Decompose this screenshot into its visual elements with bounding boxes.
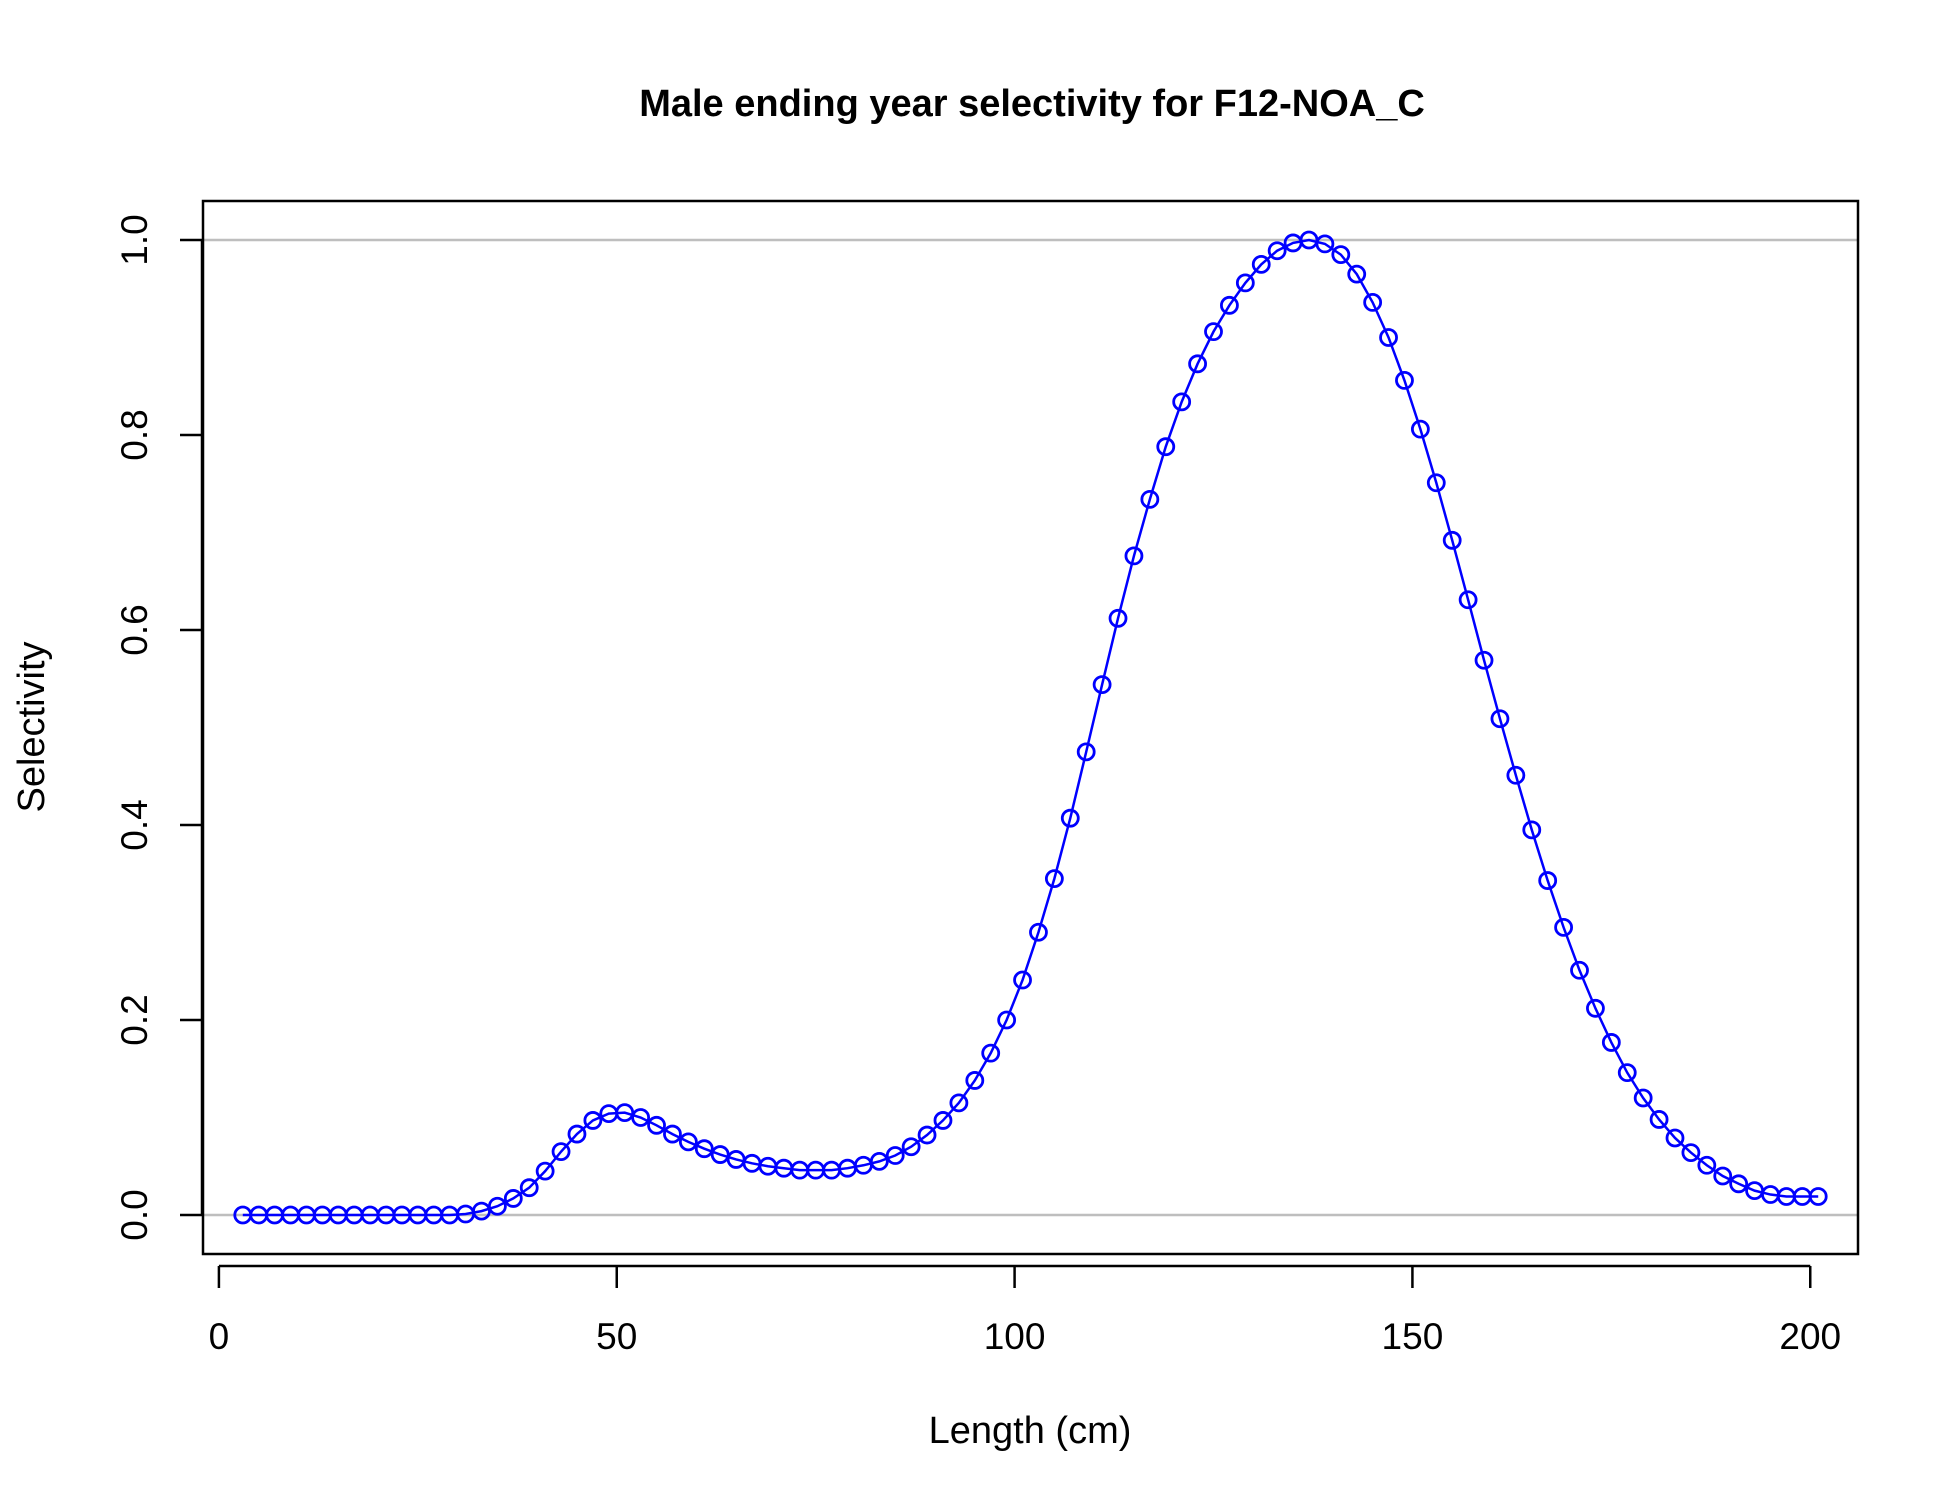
data-point — [1426, 473, 1446, 493]
data-point — [1395, 370, 1414, 390]
y-axis-label: Selectivity — [11, 641, 53, 812]
data-point — [535, 1161, 555, 1181]
data-point — [1267, 241, 1287, 261]
x-tick-label: 50 — [596, 1316, 637, 1357]
data-point — [949, 1093, 969, 1113]
reference-lines — [203, 238, 1858, 1217]
data-point — [1347, 264, 1367, 284]
data-point — [901, 1137, 921, 1157]
data-point — [503, 1189, 523, 1208]
data-point — [1570, 960, 1589, 980]
data-point — [1729, 1174, 1749, 1194]
x-tick-label: 200 — [1779, 1316, 1841, 1357]
plot-frame — [201, 199, 1860, 1256]
x-tick-label: 150 — [1382, 1316, 1444, 1357]
data-point — [1331, 245, 1351, 265]
data-point — [1251, 254, 1271, 274]
data-point — [551, 1142, 571, 1162]
data-point — [647, 1115, 666, 1135]
data-point — [1633, 1088, 1653, 1108]
selectivity-curve — [242, 238, 1819, 1217]
data-point — [1474, 650, 1494, 670]
y-tick-label: 0.6 — [114, 604, 155, 655]
data-point — [981, 1043, 1001, 1063]
data-point — [1649, 1110, 1669, 1129]
data-point — [1490, 709, 1510, 729]
data-point — [869, 1151, 889, 1171]
data-point — [694, 1139, 714, 1159]
data-point — [567, 1124, 587, 1144]
data-point — [1506, 765, 1526, 785]
data-point — [1522, 820, 1542, 840]
data-point — [885, 1146, 905, 1165]
selectivity-points — [233, 230, 1828, 1225]
data-point — [1713, 1166, 1733, 1186]
data-point — [1204, 322, 1223, 342]
data-point — [917, 1125, 937, 1145]
x-axis: 0 50 100 150 200 — [209, 1264, 1841, 1357]
data-point — [1379, 328, 1398, 347]
data-point — [1442, 530, 1462, 550]
data-point — [1586, 998, 1605, 1018]
data-point — [1808, 1187, 1828, 1206]
data-point — [1076, 742, 1096, 762]
data-point — [631, 1108, 651, 1127]
y-tick-label: 0.8 — [114, 409, 155, 460]
x-tick-label: 100 — [984, 1316, 1046, 1357]
y-axis: 0.0 0.2 0.4 0.6 0.8 1.0 — [114, 214, 204, 1241]
data-point — [583, 1111, 603, 1130]
data-point — [1538, 871, 1558, 890]
data-point — [1108, 608, 1128, 628]
data-point — [1013, 970, 1032, 990]
data-point — [1235, 273, 1255, 293]
data-point — [1156, 437, 1176, 457]
data-point — [1458, 590, 1478, 610]
data-point — [1044, 869, 1064, 889]
data-point — [933, 1111, 953, 1130]
data-point — [1172, 392, 1192, 412]
data-point — [1140, 489, 1160, 509]
data-point — [1697, 1155, 1717, 1175]
data-point — [1124, 546, 1144, 566]
data-point — [1665, 1128, 1685, 1148]
data-point — [1092, 675, 1112, 694]
data-point — [997, 1010, 1017, 1030]
data-point — [1554, 917, 1574, 937]
y-tick-label: 0.2 — [114, 994, 155, 1045]
y-tick-label: 0.4 — [114, 799, 155, 850]
data-point — [1601, 1033, 1621, 1052]
data-point — [1315, 234, 1335, 254]
data-point — [1220, 295, 1239, 315]
data-point — [1617, 1063, 1637, 1083]
chart-title: Male ending year selectivity for F12-NOA… — [639, 83, 1425, 125]
data-point — [965, 1071, 985, 1090]
x-axis-label: Length (cm) — [929, 1410, 1132, 1452]
data-point — [1681, 1143, 1701, 1162]
data-point — [663, 1124, 682, 1144]
data-point — [678, 1132, 698, 1152]
data-point — [1060, 808, 1080, 828]
data-point — [1188, 354, 1207, 374]
data-point — [1363, 292, 1383, 312]
y-tick-label: 1.0 — [114, 214, 155, 265]
data-point — [519, 1178, 539, 1198]
data-point — [1029, 922, 1048, 942]
data-point — [1410, 419, 1430, 439]
x-tick-label: 0 — [209, 1316, 230, 1357]
y-tick-label: 0.0 — [114, 1189, 155, 1240]
data-point — [487, 1196, 507, 1216]
